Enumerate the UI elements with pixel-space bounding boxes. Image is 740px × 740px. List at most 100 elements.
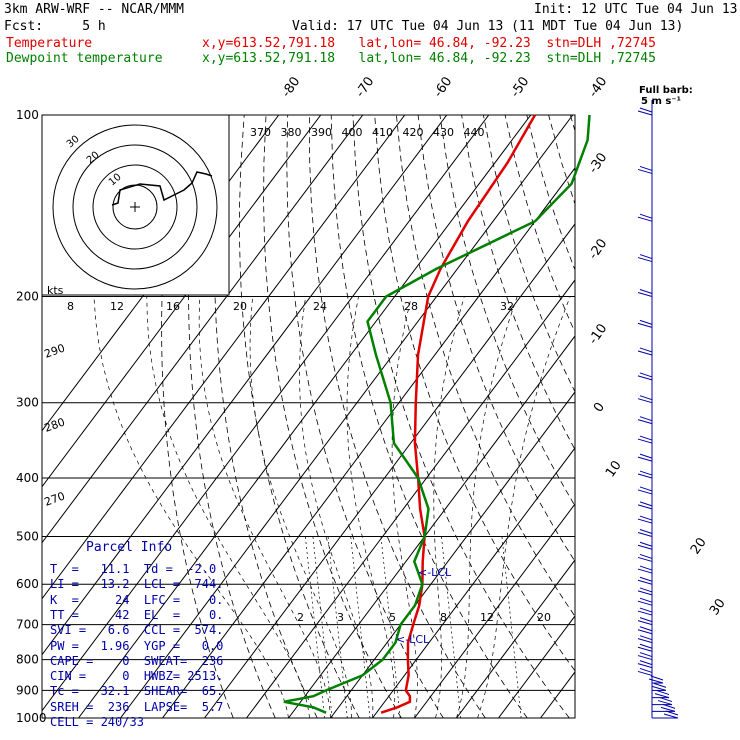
wind-barb-flag [639,515,653,521]
dry-adiabat [374,115,575,672]
wind-barb-flag [639,435,653,441]
hodograph-units: kts [47,284,64,297]
dry-adiabat [239,115,360,718]
mixing-ratio-label: 12 [480,611,494,624]
wind-barb-flag [662,703,676,709]
mixing-ratio-line [305,536,325,718]
hodograph-trace [111,171,213,206]
wind-barb-flag [637,489,653,495]
pressure-tick-label: 700 [16,618,39,632]
isotherm-label: 0 [591,400,608,415]
wind-barb-flag [656,690,670,696]
parcel-info-row: CIN = 0 HWBZ= 2513. [50,669,224,684]
wind-barb-flag [657,700,673,706]
mixing-ratio-label: 3 [337,611,344,624]
moist-adiabat [346,296,396,718]
isotherm-line [246,279,575,718]
mixing-ratio-label: 32 [500,300,514,313]
isotherm-label: -30 [586,150,610,176]
isotherm-line [78,115,532,718]
dewpoint-line [283,114,591,714]
wind-barb-flag [637,544,653,550]
isotherm-label: -60 [431,74,455,100]
isotherm-line [372,447,575,718]
theta-e-label: 290 [43,341,67,360]
forecast-hour: Fcst: 5 h [4,19,106,34]
wind-barb-flag [637,579,653,585]
wind-barb-flag [637,663,653,669]
wind-barb-flag [639,652,653,658]
wind-barb-flag [637,655,653,661]
mixing-ratio-line [441,536,462,718]
wind-barb-flag [637,257,653,263]
isotherm-line [414,503,575,718]
wind-barb-flag [639,587,653,593]
temperature-legend: Temperature [6,36,93,51]
mixing-ratio-label: 12 [110,300,124,313]
mixing-ratio-line [501,536,522,718]
parcel-info-row: SREH = 236 LAPSE= 5.7 [50,699,224,714]
wind-barb-flag [637,168,653,174]
wind-barb-flag [637,620,653,626]
wind-barb-flag [639,501,653,507]
parcel-info-row: T = 11.1 Td = -2.0 [50,562,217,576]
wind-barb-flag [665,710,679,716]
lcl-label: <-LCL [396,633,430,646]
isotherm-line [42,115,322,488]
wind-barb-flag [639,289,653,294]
pressure-tick-label: 300 [16,396,39,410]
wind-barb-flag [639,553,653,559]
model-title: 3km ARW-WRF -- NCAR/MMM [4,2,185,17]
dry-adiabat [657,115,740,718]
wind-barb-flag [637,531,653,537]
isotherm-line [456,559,575,718]
wind-barb-flag [637,375,653,381]
wind-barb-flag [639,347,653,353]
wind-barb-flag [637,216,653,222]
pressure-tick-label: 900 [16,683,39,697]
pressure-tick-label: 100 [16,108,39,122]
full-barb-value: 5 m s⁻¹ [641,96,681,107]
theta-label: 410 [372,126,393,139]
wind-barb-flag [648,678,664,684]
wind-barb-flag [639,660,653,666]
mixing-ratio-label: 16 [166,300,180,313]
dewpoint-legend: Dewpoint temperature [6,51,163,66]
wind-barb-flag [637,322,653,328]
theta-label: 400 [342,126,363,139]
hodograph-ring [72,144,198,270]
moist-adiabat [93,296,289,718]
wind-barb-flag [637,590,653,596]
wind-barb-flag [637,610,653,616]
dry-adiabat [461,115,575,451]
isotherm-label: -20 [586,236,610,262]
isotherm-label: 30 [707,596,729,618]
wind-barb-flag [637,568,653,574]
parcel-info-row: CELL = 240/33 [50,715,144,729]
wind-barb-flag [637,504,653,510]
mixing-ratio-line [380,536,401,718]
theta-label: 370 [250,126,271,139]
wind-barb-flag [637,638,653,644]
parcel-info-row: CAPE = 0 SWEAT= 236 [50,653,224,668]
isotherm-line [42,115,490,712]
wind-barb-flag [637,670,653,676]
pressure-tick-label: 400 [16,471,39,485]
wind-barb-flag [639,643,653,649]
wind-barb-flag [639,597,653,603]
wind-barb-flag [639,617,653,623]
init-time: Init: 12 UTC Tue 04 Jun 13 [534,2,738,17]
isotherm-label: -80 [279,74,303,100]
isotherm-line [42,115,364,544]
theta-e-label: 270 [43,489,67,508]
lcl-label: <-LCL [418,566,452,579]
wind-barb-flag [637,646,653,652]
wind-barb-flag [639,416,653,422]
wind-barb-flag [663,713,679,719]
wind-barb-flag [639,607,653,613]
moist-adiabat [198,296,331,718]
mixing-ratio-label: 8 [440,611,447,624]
wind-barb-flag [639,541,653,547]
dry-adiabat [439,115,575,507]
